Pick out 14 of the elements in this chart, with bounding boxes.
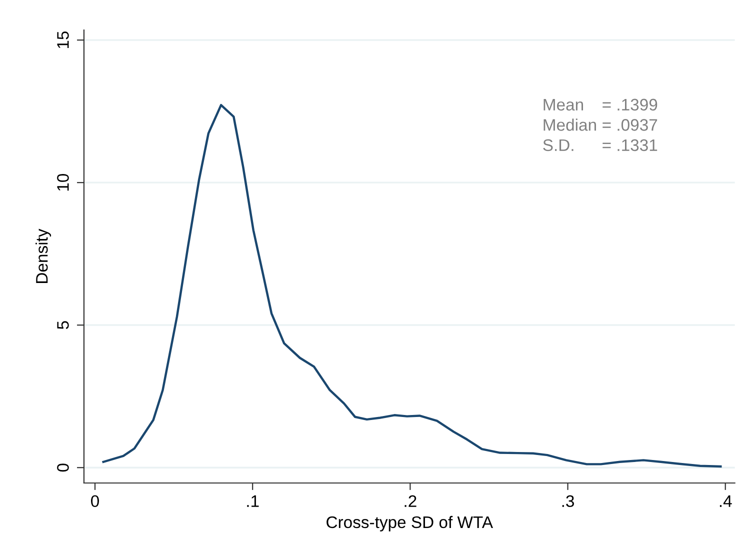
annotation: Median = .0937 — [544, 118, 658, 131]
text: S.D. = .1331 — [543, 139, 658, 152]
x-tick-label: .2 — [404, 495, 416, 507]
y-axis-title: Density — [36, 228, 52, 283]
x-tick-label: .1 — [247, 495, 259, 507]
x-tick-label: .3 — [562, 495, 574, 508]
x-tick-label: .4 — [720, 495, 732, 507]
x-tick-label: 0 — [91, 495, 99, 508]
annotation: Mean = .1399 — [544, 98, 658, 111]
x-axis-title: Cross-type SD of WTA — [326, 516, 494, 532]
y-tick-label: 15 — [57, 31, 69, 48]
y-tick-label: 0 — [57, 464, 69, 472]
y-tick-label: 10 — [57, 174, 69, 191]
y-tick-label: 5 — [57, 321, 69, 330]
